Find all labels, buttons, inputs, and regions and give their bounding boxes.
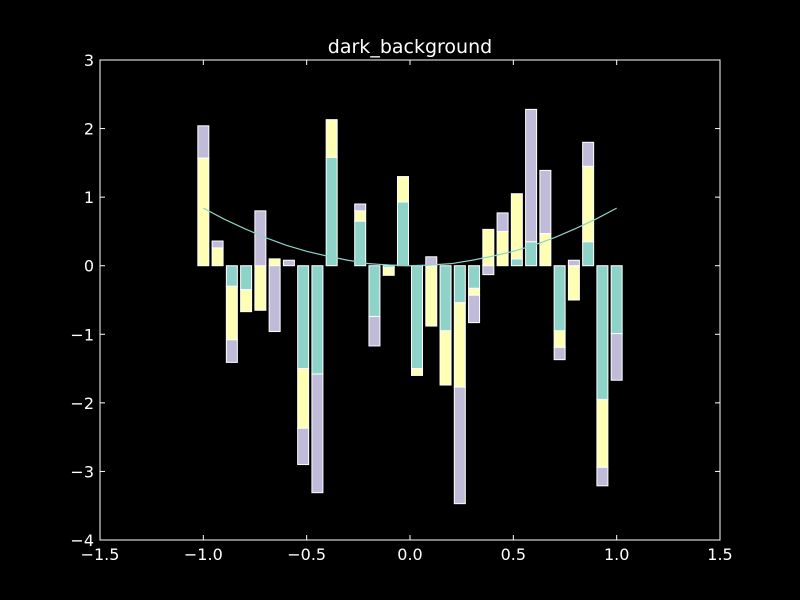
bar-segment: [311, 265, 324, 375]
bar-segment: [297, 368, 310, 429]
bar-segment: [197, 157, 210, 267]
y-tick-label: 0: [84, 257, 94, 276]
curve-layer: [203, 207, 617, 267]
bar-segment: [582, 165, 595, 243]
bar-segment: [297, 427, 310, 466]
bar-segment: [453, 265, 466, 304]
y-tick-label: −2: [70, 394, 94, 413]
bar-segment: [411, 265, 424, 370]
x-tick-label: 0.0: [397, 545, 422, 564]
x-tick-label: 1.5: [707, 545, 732, 564]
x-tick-label: 0.5: [501, 545, 526, 564]
bar-segment: [325, 119, 338, 158]
y-tick-label: −4: [70, 531, 94, 550]
bar-segment: [211, 247, 224, 267]
bar-segment: [510, 258, 523, 267]
bar-segment: [411, 368, 424, 376]
bar-segment: [268, 265, 281, 333]
bar-segment: [240, 265, 253, 291]
y-tick-label: 2: [84, 120, 94, 139]
bar-segment: [596, 265, 609, 400]
bar-segment: [553, 330, 566, 348]
bar-segment: [496, 212, 509, 232]
bar-segment: [425, 256, 438, 267]
bar-segment: [525, 108, 538, 243]
bar-segment: [439, 265, 452, 332]
bar-segment: [596, 466, 609, 487]
bar-segment: [297, 265, 310, 370]
bar-segment: [468, 294, 481, 324]
x-tick-label: −1.5: [81, 545, 120, 564]
bar-segment: [282, 259, 295, 267]
bar-segment: [468, 265, 481, 289]
bar-segment: [610, 333, 623, 381]
bar-segment: [254, 265, 267, 311]
bar-segment: [240, 289, 253, 313]
bar-segment: [567, 259, 580, 267]
y-tick-label: 1: [84, 188, 94, 207]
bar-segment: [254, 210, 267, 267]
bar-segment: [453, 302, 466, 388]
bar-segment: [396, 201, 409, 267]
bar-segment: [596, 398, 609, 468]
bar-segment: [582, 141, 595, 167]
bar-segment: [453, 386, 466, 505]
y-tick-label: 3: [84, 51, 94, 70]
bar-segment: [496, 230, 509, 267]
bar-segment: [468, 287, 481, 296]
bar-segment: [439, 330, 452, 386]
bar-segment: [510, 193, 523, 260]
bar-segment: [553, 346, 566, 361]
curve-line: [203, 207, 617, 267]
bar-segment: [582, 241, 595, 267]
bar-segment: [325, 156, 338, 267]
bar-segment: [610, 265, 623, 335]
bar-segment: [368, 265, 381, 317]
bar-segment: [354, 203, 367, 212]
bar-segment: [225, 285, 238, 341]
bar-segment: [482, 228, 495, 267]
bar-segment: [311, 373, 324, 494]
bar-segment: [225, 265, 238, 287]
bar-segment: [539, 232, 552, 267]
x-tick-label: 1.0: [604, 545, 629, 564]
bar-segment: [567, 265, 580, 301]
bar-segment: [482, 265, 495, 276]
bar-segment: [396, 176, 409, 203]
y-tick-label: −3: [70, 462, 94, 481]
chart-title: dark_background: [328, 36, 492, 58]
y-tick-label: −1: [70, 325, 94, 344]
bar-segment: [539, 169, 552, 234]
x-tick-label: −0.5: [287, 545, 326, 564]
tick-layer: −1.5 −1.0 −0.5 0.0 0.5 1.0 1.5 −4 −3 −2 −1 0 1 2 3: [70, 51, 732, 564]
bar-segment: [382, 267, 395, 276]
bar-segment: [425, 265, 438, 327]
bar-segment: [368, 315, 381, 347]
bar-segment: [354, 220, 367, 267]
x-tick-label: −1.0: [184, 545, 223, 564]
bar-segment: [354, 210, 367, 222]
bar-segment: [225, 339, 238, 363]
bar-segment: [268, 258, 281, 267]
bar-segment: [553, 265, 566, 332]
bar-segment: [211, 240, 224, 249]
bar-segment: [197, 125, 210, 159]
bar-layer: [197, 108, 623, 505]
